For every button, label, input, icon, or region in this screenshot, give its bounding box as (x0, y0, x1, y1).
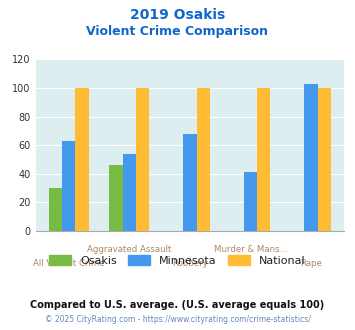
Bar (109, 165, 123, 231)
Bar (257, 88, 271, 231)
Text: Violent Crime Comparison: Violent Crime Comparison (87, 25, 268, 38)
Bar (136, 88, 149, 231)
Bar (49, 188, 62, 231)
Text: 2019 Osakis: 2019 Osakis (130, 8, 225, 22)
Bar (318, 88, 331, 231)
Text: Compared to U.S. average. (U.S. average equals 100): Compared to U.S. average. (U.S. average … (31, 300, 324, 310)
Bar (76, 88, 89, 231)
Bar (183, 134, 197, 231)
Text: Robbery: Robbery (172, 259, 208, 268)
Legend: Osakis, Minnesota, National: Osakis, Minnesota, National (45, 250, 310, 270)
Bar (62, 141, 76, 231)
Text: Rape: Rape (300, 259, 322, 268)
Text: Aggravated Assault: Aggravated Assault (87, 245, 171, 254)
Bar (244, 172, 257, 231)
Text: Murder & Mans...: Murder & Mans... (214, 245, 287, 254)
Bar (304, 84, 318, 231)
Bar (197, 88, 210, 231)
Text: © 2025 CityRating.com - https://www.cityrating.com/crime-statistics/: © 2025 CityRating.com - https://www.city… (45, 315, 310, 324)
Bar (123, 154, 136, 231)
Text: All Violent Crime: All Violent Crime (33, 259, 105, 268)
